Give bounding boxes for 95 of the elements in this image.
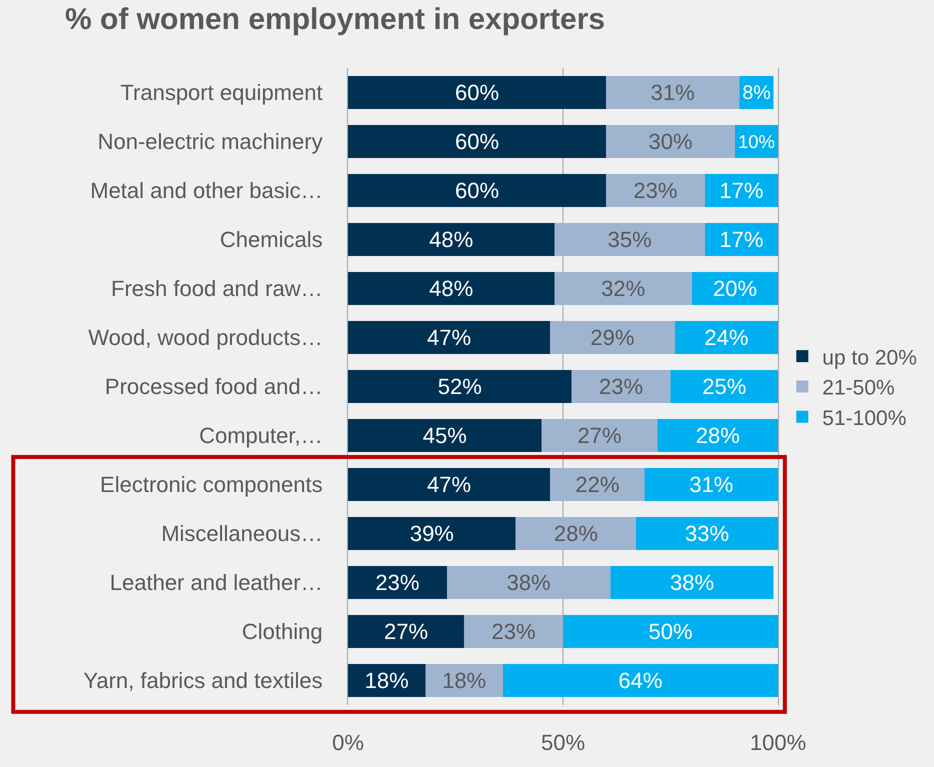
bar xyxy=(542,419,658,452)
data-label: 60% xyxy=(454,80,500,106)
y-tick-label: Transport equipment xyxy=(120,80,323,106)
bar xyxy=(692,272,778,305)
bar xyxy=(704,174,778,207)
bar xyxy=(554,223,705,256)
bar xyxy=(348,223,554,256)
bar xyxy=(704,223,778,256)
data-label: 10% xyxy=(738,130,775,152)
y-tick-label: Miscellaneous… xyxy=(161,521,323,546)
bar xyxy=(348,125,606,158)
x-tick-label: 0% xyxy=(332,730,364,755)
data-label: 47% xyxy=(427,325,472,350)
data-label: 23% xyxy=(375,570,420,596)
bar xyxy=(610,566,774,599)
data-label: 39% xyxy=(410,521,454,546)
data-label: 18% xyxy=(442,668,486,693)
data-label: 18% xyxy=(364,668,409,693)
data-label: 27% xyxy=(384,619,428,644)
y-tick-label: Processed food and… xyxy=(104,374,323,400)
data-label: 23% xyxy=(599,374,644,399)
y-tick-label: Chemicals xyxy=(220,227,323,252)
bar xyxy=(348,566,447,599)
legend-label: up to 20% xyxy=(822,346,917,370)
x-tick-label: 50% xyxy=(540,730,586,755)
bar xyxy=(348,468,550,501)
data-label: 52% xyxy=(438,374,482,399)
data-label: 22% xyxy=(575,472,620,498)
bar xyxy=(348,321,550,354)
bar xyxy=(670,370,778,403)
data-label: 23% xyxy=(633,178,678,204)
bar xyxy=(674,321,778,354)
bar xyxy=(550,321,675,354)
y-tick-label: Non-electric machinery xyxy=(98,129,323,154)
bar xyxy=(348,370,572,403)
legend-label: 21-50% xyxy=(822,376,895,400)
y-tick-label: Yarn, fabrics and textiles xyxy=(83,668,323,694)
data-label: 60% xyxy=(454,129,500,154)
bar xyxy=(348,272,554,305)
bar xyxy=(348,615,464,648)
data-label: 32% xyxy=(601,276,646,302)
data-label: 25% xyxy=(702,374,746,399)
bar xyxy=(554,272,692,305)
data-label: 31% xyxy=(689,472,734,498)
bar xyxy=(348,174,606,207)
legend-label: 51-100% xyxy=(822,406,906,430)
data-label: 60% xyxy=(454,178,500,204)
bar xyxy=(425,664,503,697)
data-label: 8% xyxy=(742,82,771,104)
y-tick-label: Leather and leather… xyxy=(110,570,323,596)
data-label: 28% xyxy=(554,521,598,546)
y-tick-label: Metal and other basic… xyxy=(90,178,323,204)
data-label: 29% xyxy=(590,325,634,350)
data-label: 30% xyxy=(648,129,693,154)
bar xyxy=(644,468,778,501)
data-label: 47% xyxy=(427,472,472,498)
y-tick-label: Clothing xyxy=(242,619,323,644)
bar xyxy=(348,517,516,550)
data-label: 27% xyxy=(578,423,622,448)
bar xyxy=(636,517,778,550)
y-tick-label: Fresh food and raw… xyxy=(111,276,323,302)
data-label: 45% xyxy=(422,423,467,448)
data-label: 31% xyxy=(650,80,695,106)
bar xyxy=(516,517,636,550)
bar xyxy=(502,664,778,697)
data-label: 24% xyxy=(704,325,748,350)
data-label: 48% xyxy=(429,227,474,252)
y-tick-label: Computer,… xyxy=(199,423,323,448)
y-tick-label: Wood, wood products… xyxy=(88,325,323,350)
bar xyxy=(572,370,670,403)
y-tick-label: Electronic components xyxy=(100,472,323,498)
data-label: 38% xyxy=(506,570,551,596)
x-tick-label: 100% xyxy=(750,730,806,755)
data-label: 17% xyxy=(719,227,764,252)
data-label: 20% xyxy=(712,276,758,302)
bar xyxy=(446,566,610,599)
data-label: 50% xyxy=(648,619,693,644)
data-label: 33% xyxy=(685,521,730,546)
data-label: 64% xyxy=(618,668,662,693)
bar xyxy=(550,468,645,501)
bar xyxy=(606,76,740,109)
data-label: 38% xyxy=(670,570,714,596)
data-label: 48% xyxy=(429,276,474,302)
bar xyxy=(464,615,563,648)
data-label: 23% xyxy=(492,619,536,644)
bar xyxy=(606,125,735,158)
bar xyxy=(658,419,778,452)
data-label: 28% xyxy=(696,423,740,448)
chart-title: % of women employment in exporters xyxy=(65,3,606,36)
data-label: 17% xyxy=(719,178,764,204)
data-label: 35% xyxy=(608,227,652,252)
bar xyxy=(348,419,542,452)
bar xyxy=(348,76,606,109)
bar xyxy=(563,615,778,648)
bar xyxy=(606,174,705,207)
